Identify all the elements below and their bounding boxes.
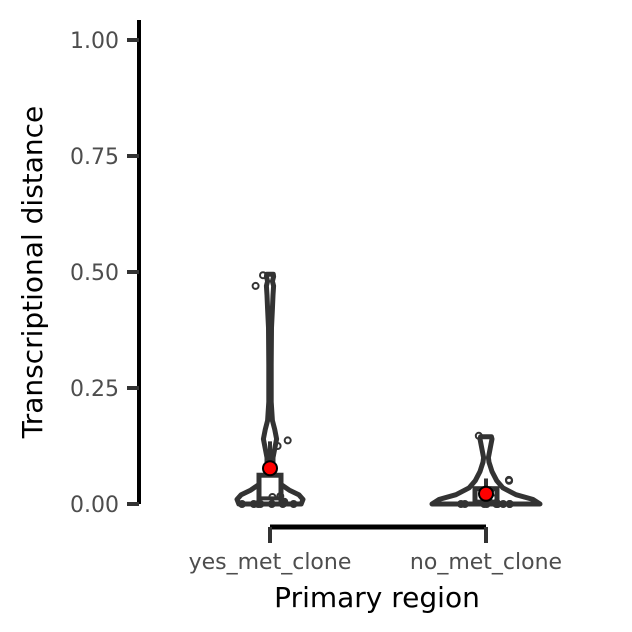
y-tick-label: 0.25 (70, 377, 119, 402)
mean-point (478, 485, 494, 502)
data-point (267, 500, 276, 508)
x-axis: yes_met_clone no_met_clone (189, 524, 562, 575)
violin-group (429, 431, 543, 508)
y-axis-title: Transcriptional distance (16, 106, 49, 440)
data-point (251, 281, 260, 290)
y-tick-label: 0.75 (70, 145, 119, 170)
x-tick-label: yes_met_clone (189, 550, 352, 575)
data-point (259, 271, 267, 280)
mean-point (262, 460, 278, 477)
data-point (276, 492, 285, 501)
x-axis-title: Primary region (274, 581, 480, 614)
data-point (504, 475, 513, 484)
violin-shape (429, 434, 543, 507)
data-point (457, 500, 465, 508)
violin-group (234, 271, 306, 508)
data-point (474, 431, 483, 440)
data-point (268, 493, 277, 501)
data-point (280, 497, 289, 506)
data-point (505, 500, 514, 508)
y-tick-label: 0.00 (70, 493, 119, 518)
data-point (238, 500, 246, 508)
data-point (283, 436, 292, 445)
y-axis: 0.00 0.25 0.50 0.75 1.00 (70, 20, 141, 518)
y-tick-label: 1.00 (70, 29, 119, 54)
y-tick-label: 0.50 (70, 261, 119, 286)
data-point (273, 442, 282, 450)
data-point (256, 500, 265, 508)
plot-area (234, 271, 543, 508)
x-tick-label: no_met_clone (410, 550, 562, 575)
data-point (460, 500, 469, 508)
data-point (289, 500, 298, 508)
